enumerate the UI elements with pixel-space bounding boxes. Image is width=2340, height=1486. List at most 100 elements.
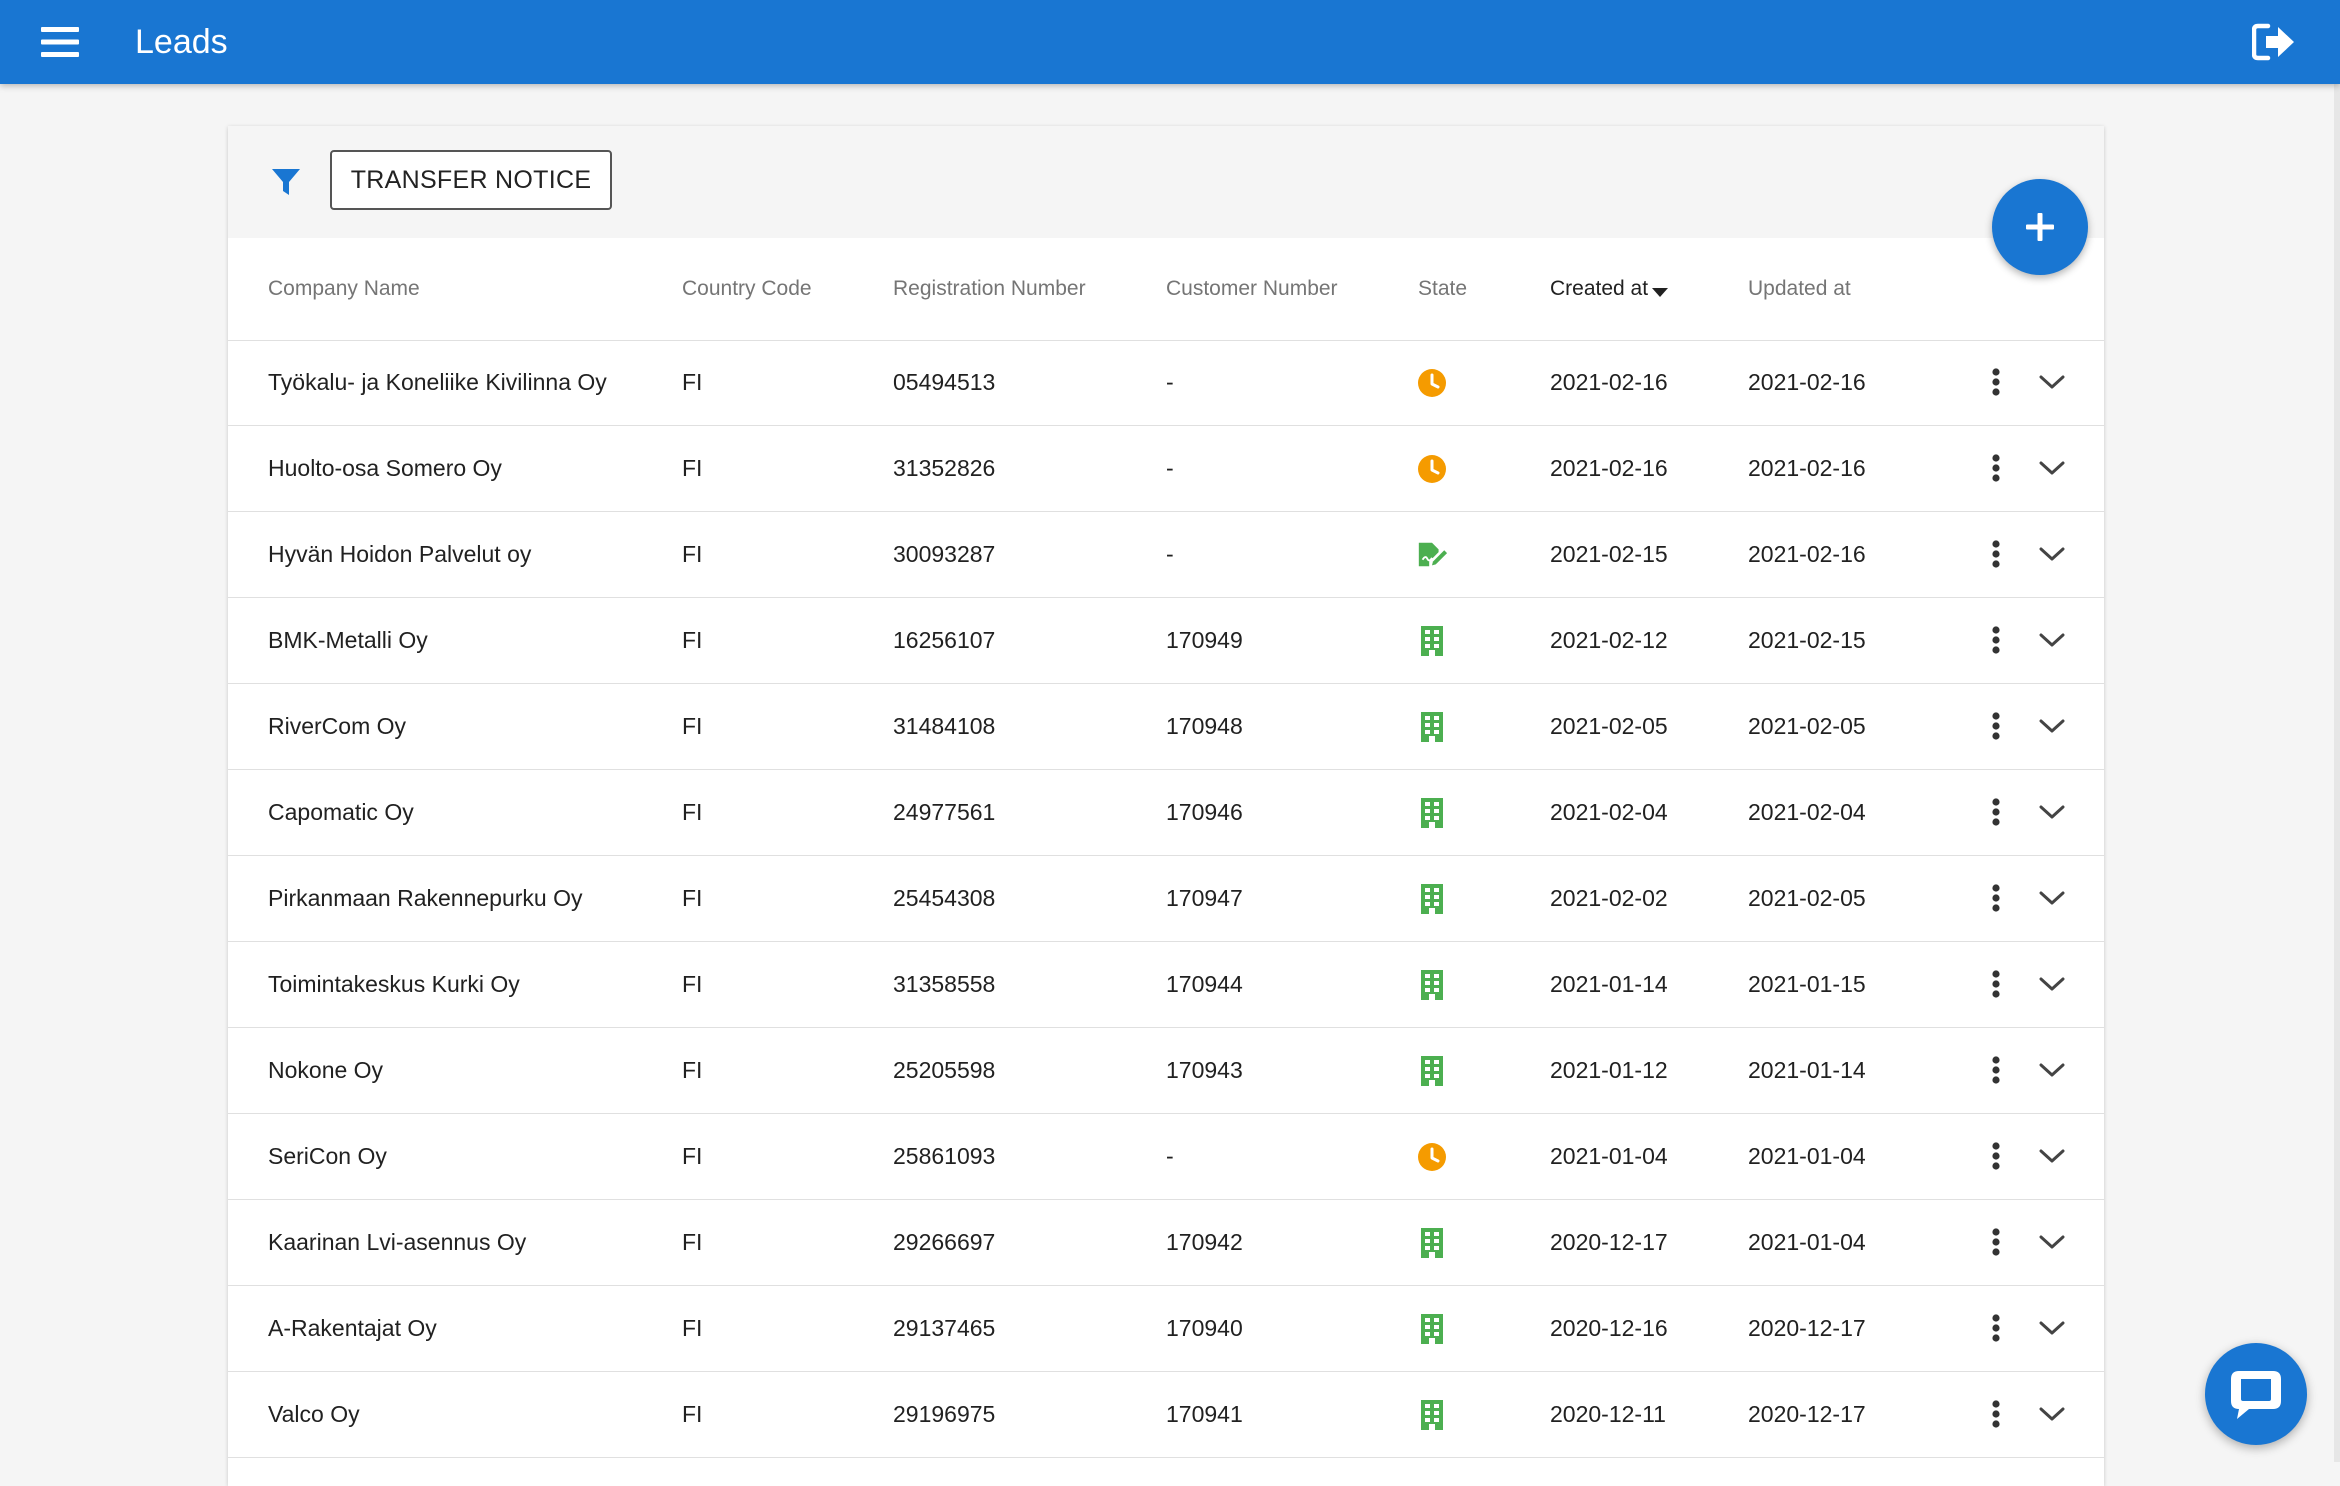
page-scrollbar[interactable]: [2334, 84, 2340, 1462]
cell-country-code: FI: [682, 1143, 703, 1169]
row-expand-button[interactable]: [2030, 446, 2074, 490]
row-expand-button[interactable]: [2030, 1392, 2074, 1436]
row-actions-button[interactable]: [1974, 1134, 2018, 1178]
leads-table-card: TRANSFER NOTICE Company Name Country Cod…: [228, 126, 2104, 1486]
table-row[interactable]: BMK-Metalli Oy FI 16256107 170949 2021-02-12…: [228, 598, 2104, 684]
cell-registration-number: 25454308: [893, 885, 996, 911]
cell-registration-number: 31358558: [893, 971, 996, 997]
building-icon: [1416, 625, 1448, 657]
chat-button[interactable]: [2205, 1343, 2307, 1445]
table-row[interactable]: Kaarinan Lvi-asennus Oy FI 29266697 170942 2…: [228, 1200, 2104, 1286]
row-actions-button[interactable]: [1974, 790, 2018, 834]
row-expand-button[interactable]: [2030, 618, 2074, 662]
plus-icon: [2026, 213, 2054, 241]
cell-updated-at: 2021-02-04: [1748, 799, 1866, 825]
cell-country-code: FI: [682, 1229, 703, 1255]
cell-company-name: RiverCom Oy: [268, 713, 407, 739]
clock-icon: [1416, 367, 1448, 399]
row-actions-button[interactable]: [1974, 532, 2018, 576]
more-vertical-icon: [1992, 712, 2000, 740]
cell-updated-at: 2021-02-05: [1748, 713, 1866, 739]
column-header-state[interactable]: State: [1418, 277, 1468, 300]
row-actions-button[interactable]: [1974, 360, 2018, 404]
cell-created-at: 2021-02-16: [1550, 369, 1668, 395]
cell-company-name: Huolto-osa Somero Oy: [268, 455, 502, 481]
building-icon: [1416, 711, 1448, 743]
column-header-company-name[interactable]: Company Name: [268, 277, 420, 300]
cell-company-name: Valco Oy: [268, 1401, 360, 1427]
hamburger-menu-icon: [41, 27, 79, 57]
cell-created-at: 2021-02-04: [1550, 799, 1668, 825]
table-row[interactable]: Valco Oy FI 29196975 170941 2020-12-11 2020-1…: [228, 1372, 2104, 1458]
cell-customer-number: -: [1166, 1143, 1174, 1169]
row-actions-button[interactable]: [1974, 704, 2018, 748]
chevron-down-icon: [2039, 805, 2065, 819]
row-actions-button[interactable]: [1974, 1048, 2018, 1092]
table-row[interactable]: Pirkanmaan Rakennepurku Oy FI 25454308 1709…: [228, 856, 2104, 942]
chevron-down-icon: [2039, 1149, 2065, 1163]
cell-country-code: FI: [682, 1315, 703, 1341]
chat-bubble-icon: [2231, 1371, 2281, 1419]
column-header-customer-number[interactable]: Customer Number: [1166, 277, 1338, 300]
column-header-country-code[interactable]: Country Code: [682, 277, 812, 300]
cell-created-at: 2020-12-16: [1550, 1315, 1668, 1341]
cell-customer-number: -: [1166, 541, 1174, 567]
table-row[interactable]: RiverCom Oy FI 31484108 170948 2021-02-05 202…: [228, 684, 2104, 770]
table-row[interactable]: Työkalu- ja Koneliike Kivilinna Oy FI 0549…: [228, 340, 2104, 426]
transfer-notice-button[interactable]: TRANSFER NOTICE: [330, 150, 612, 210]
logout-button[interactable]: [2246, 18, 2302, 66]
cell-customer-number: 170944: [1166, 971, 1243, 997]
cell-country-code: FI: [682, 713, 703, 739]
menu-button[interactable]: [28, 18, 92, 66]
cell-registration-number: 29196975: [893, 1401, 996, 1427]
row-actions-button[interactable]: [1974, 446, 2018, 490]
row-expand-button[interactable]: [2030, 360, 2074, 404]
row-expand-button[interactable]: [2030, 962, 2074, 1006]
row-actions-button[interactable]: [1974, 1392, 2018, 1436]
row-expand-button[interactable]: [2030, 1220, 2074, 1264]
row-expand-button[interactable]: [2030, 532, 2074, 576]
table-row[interactable]: Nokone Oy FI 25205598 170943 2021-01-12 2021-…: [228, 1028, 2104, 1114]
cell-customer-number: -: [1166, 369, 1174, 395]
row-actions-button[interactable]: [1974, 1220, 2018, 1264]
table-row[interactable]: Capomatic Oy FI 24977561 170946 2021-02-04 20…: [228, 770, 2104, 856]
row-actions-button[interactable]: [1974, 618, 2018, 662]
column-header-created-at-label: Created at: [1550, 277, 1649, 300]
chevron-down-icon: [2039, 977, 2065, 991]
cell-created-at: 2021-02-16: [1550, 455, 1668, 481]
add-lead-button[interactable]: [1992, 179, 2088, 275]
cell-created-at: 2020-12-11: [1550, 1401, 1666, 1427]
row-expand-button[interactable]: [2030, 1048, 2074, 1092]
logout-icon: [2252, 23, 2294, 61]
column-header-registration-number[interactable]: Registration Number: [893, 277, 1086, 300]
table-row[interactable]: SeriCon Oy FI 25861093 - 2021-01-04 2021-01-0…: [228, 1114, 2104, 1200]
filter-button[interactable]: [264, 160, 308, 204]
row-expand-button[interactable]: [2030, 1134, 2074, 1178]
column-header-updated-at[interactable]: Updated at: [1748, 277, 1851, 300]
chevron-down-icon: [2039, 1235, 2065, 1249]
cell-updated-at: 2021-02-16: [1748, 541, 1866, 567]
app-bar: Leads: [0, 0, 2340, 84]
cell-registration-number: 29266697: [893, 1229, 996, 1255]
cell-country-code: FI: [682, 627, 703, 653]
row-expand-button[interactable]: [2030, 1306, 2074, 1350]
row-actions-button[interactable]: [1974, 962, 2018, 1006]
cell-registration-number: 05494513: [893, 369, 996, 395]
column-header-created-at[interactable]: Created at: [1550, 238, 1669, 340]
table-row[interactable]: Hyvän Hoidon Palvelut oy FI 30093287 - 2021-…: [228, 512, 2104, 598]
row-expand-button[interactable]: [2030, 704, 2074, 748]
row-expand-button[interactable]: [2030, 876, 2074, 920]
row-actions-button[interactable]: [1974, 876, 2018, 920]
row-actions-button[interactable]: [1974, 1306, 2018, 1350]
cell-customer-number: 170943: [1166, 1057, 1243, 1083]
table-row[interactable]: Huolto-osa Somero Oy FI 31352826 - 2021-02-1…: [228, 426, 2104, 512]
cell-country-code: FI: [682, 885, 703, 911]
table-row[interactable]: A-Rakentajat Oy FI 29137465 170940 2020-12-1…: [228, 1286, 2104, 1372]
table-row[interactable]: Toimintakeskus Kurki Oy FI 31358558 170944 2…: [228, 942, 2104, 1028]
more-vertical-icon: [1992, 626, 2000, 654]
cell-company-name: Työkalu- ja Koneliike Kivilinna Oy: [268, 369, 607, 395]
cell-customer-number: -: [1166, 455, 1174, 481]
row-expand-button[interactable]: [2030, 790, 2074, 834]
more-vertical-icon: [1992, 1056, 2000, 1084]
cell-country-code: FI: [682, 541, 703, 567]
